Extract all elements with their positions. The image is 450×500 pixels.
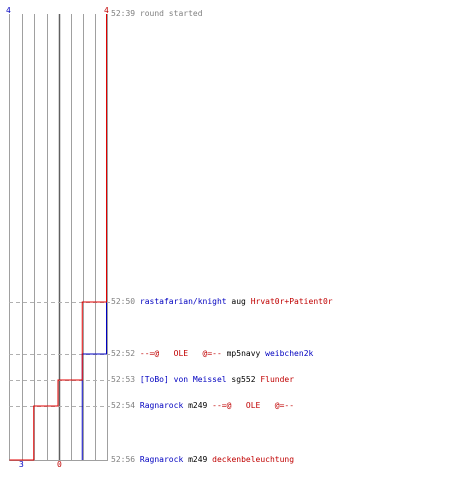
team-b-start-count: 4 (104, 6, 109, 15)
team-b-end-count: 0 (57, 460, 62, 469)
team-a-alive-line (81, 14, 107, 460)
event-weapon: m249 (183, 455, 213, 464)
event-time: 52:56 (111, 455, 140, 464)
event-player: --=@ OLE @=-- (139, 349, 222, 358)
team-b-alive-line (9, 14, 107, 461)
event-message: round started (139, 9, 203, 18)
event-row: 52:56 Ragnarock m249 deckenbeleuchtung (111, 455, 294, 465)
event-player: Ragnarock (139, 401, 184, 410)
event-weapon: aug (226, 297, 251, 306)
event-player: rastafarian/knight (139, 297, 227, 306)
event-player: --=@ OLE @=-- (212, 401, 295, 410)
event-time: 52:52 (111, 349, 140, 358)
event-player: deckenbeleuchtung (212, 455, 295, 464)
event-row: 52:53 [ToBo] von Meissel sg552 Flunder (111, 375, 294, 385)
event-time: 52:54 (111, 401, 140, 410)
event-player: Flunder (260, 375, 295, 384)
event-row: 52:50 rastafarian/knight aug Hrvat0r+Pat… (111, 297, 333, 307)
event-player: Ragnarock (139, 455, 184, 464)
event-weapon: m249 (183, 401, 213, 410)
event-time: 52:50 (111, 297, 140, 306)
event-row: 52:54 Ragnarock m249 --=@ OLE @=-- (111, 401, 294, 411)
event-row: 52:39 round started (111, 9, 203, 19)
event-time: 52:53 (111, 375, 140, 384)
event-player: [ToBo] von Meissel (139, 375, 227, 384)
event-player: weibchen2k (265, 349, 314, 358)
event-row: 52:52 --=@ OLE @=-- mp5navy weibchen2k (111, 349, 313, 359)
event-time: 52:39 (111, 9, 140, 18)
event-weapon: mp5navy (221, 349, 266, 358)
event-player: Hrvat0r+Patient0r (250, 297, 333, 306)
team-a-end-count: 3 (19, 460, 24, 469)
team-a-start-count: 4 (6, 6, 11, 15)
event-weapon: sg552 (226, 375, 261, 384)
